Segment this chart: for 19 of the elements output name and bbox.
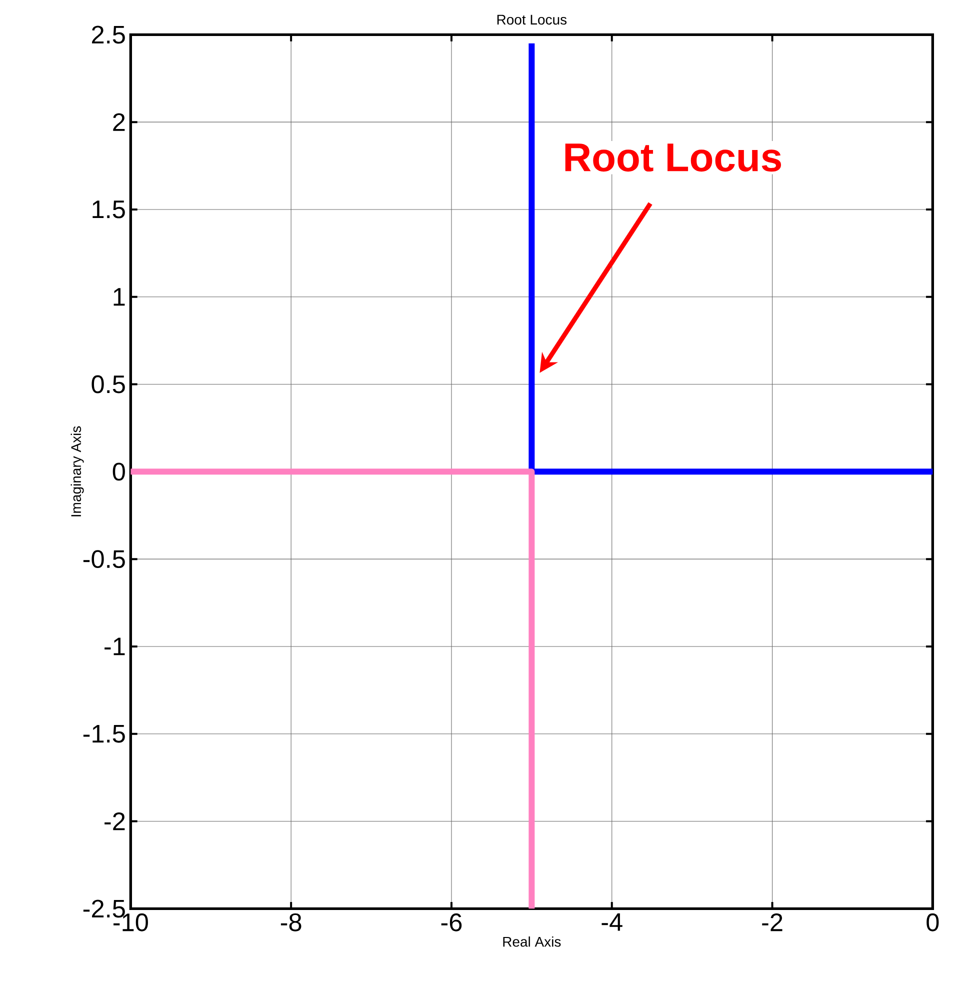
x-axis-title: Real Axis — [503, 936, 561, 947]
x-tick-label: -8 — [281, 913, 302, 932]
y-tick-label: 1 — [114, 288, 125, 306]
x-tick-label: -2 — [762, 913, 782, 932]
x-tick-label: -6 — [442, 913, 462, 932]
y-tick-label: -0.5 — [84, 550, 126, 568]
y-tick-label: 2 — [113, 113, 125, 131]
x-tick-label: 0 — [926, 913, 939, 932]
y-tick-label: 1.5 — [92, 200, 126, 218]
y-tick-label: 2.5 — [92, 26, 126, 44]
y-tick-label: 0.5 — [92, 375, 126, 394]
y-tick-label: -1.5 — [84, 725, 126, 743]
y-axis-title: Imaginary Axis — [70, 426, 84, 516]
chart-title: Root Locus — [498, 14, 567, 25]
y-tick-label: 0 — [113, 462, 126, 481]
annotation: Root Locus — [566, 144, 782, 172]
y-tick-label: -1 — [104, 638, 125, 656]
y-tick-label: -2 — [104, 812, 125, 830]
x-tick-label: -4 — [602, 913, 623, 931]
